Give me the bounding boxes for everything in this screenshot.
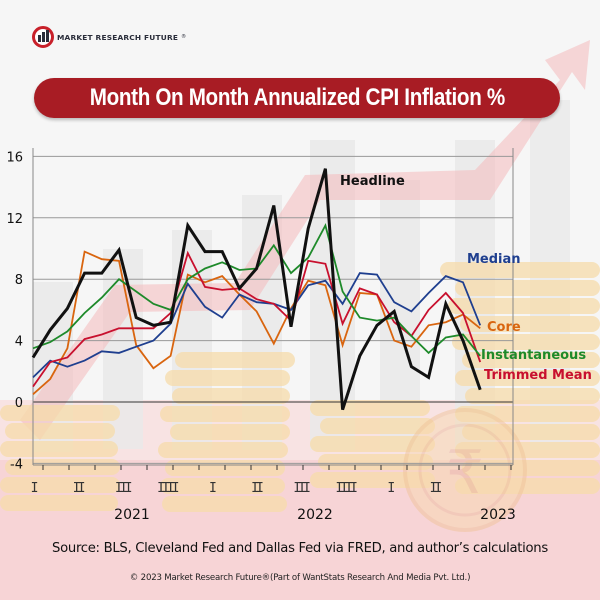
annotation-trimmed-mean: Trimmed Mean [484,368,592,383]
quarter-label: I [31,481,38,496]
annotation-median: Median [467,252,521,267]
rupee-coin-decoration: ₹ [403,408,527,532]
brand-logo: MARKET RESEARCH FUTURE ® [32,26,186,48]
series-lines [31,168,482,411]
copyright-note: © 2023 Market Research Future®(Part of W… [129,573,471,583]
quarter-label: I [209,481,216,496]
y-tick-label: 16 [6,150,23,165]
magnifier-bar-chart-icon [32,26,54,48]
series-line-instantaneous [32,223,481,357]
quarter-labels: I II III IIII I II III IIII I II [31,481,445,496]
annotation-headline: Headline [340,174,405,189]
source-note: Source: BLS, Cleveland Fed and Dallas Fe… [52,541,548,556]
y-tick-label: 12 [6,212,23,227]
y-tick-label: -4 [10,457,23,472]
quarter-label: IIII [336,481,357,496]
quarter-label: II [73,481,85,496]
brand-name: MARKET RESEARCH FUTURE [57,32,179,42]
annotation-core: Core [487,320,521,335]
coin-stacks [0,262,600,512]
quarter-label: I [387,481,394,496]
y-tick-labels: 16 12 8 4 0 -4 [6,150,23,472]
svg-text:₹: ₹ [446,438,484,508]
quarter-label: II [251,481,263,496]
quarter-label: III [293,481,310,496]
y-tick-label: 8 [15,273,23,288]
series-line-headline [31,168,482,411]
quarter-label: IIII [157,481,178,496]
x-ticks [42,465,512,470]
grid-lines [33,155,513,464]
chart-title: Month On Month Annualized CPI Inflation … [89,84,505,111]
year-label: 2023 [480,507,516,523]
quarter-label: III [115,481,132,496]
chart-title-banner: Month On Month Annualized CPI Inflation … [34,78,560,118]
series-annotations: Headline Median Core Instantaneous Trimmed M… [340,174,592,383]
annotation-instantaneous: Instantaneous [481,348,586,363]
series-line-trimmed-mean [32,250,482,388]
y-tick-label: 0 [15,396,23,411]
series-line-median [32,272,482,379]
registered-mark: ® [181,34,187,40]
quarter-label: II [430,481,442,496]
y-tick-label: 4 [15,335,23,350]
year-label: 2022 [297,507,333,523]
axes [32,148,514,466]
year-label: 2021 [114,507,150,523]
year-labels: 2021 2022 2023 [114,507,516,523]
